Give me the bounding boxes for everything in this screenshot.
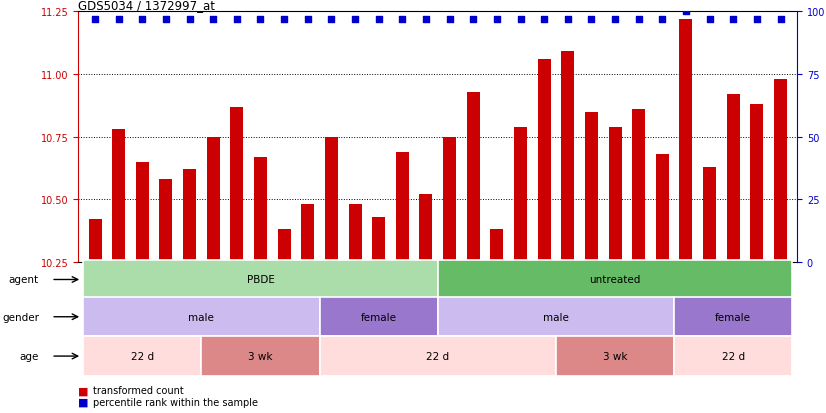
Point xyxy=(538,17,551,23)
Point xyxy=(112,17,126,23)
Bar xyxy=(680,20,692,262)
Bar xyxy=(420,195,433,262)
Bar xyxy=(301,205,314,262)
Point xyxy=(325,17,338,23)
Bar xyxy=(349,205,362,262)
Point xyxy=(135,17,149,23)
Point xyxy=(396,17,409,23)
Point xyxy=(632,17,645,23)
Bar xyxy=(727,95,740,262)
Bar xyxy=(514,127,527,262)
Point xyxy=(774,17,787,23)
Bar xyxy=(467,93,480,262)
Point xyxy=(254,17,267,23)
Point xyxy=(206,17,220,23)
Bar xyxy=(320,297,438,337)
Bar xyxy=(538,60,551,262)
Bar xyxy=(491,230,503,262)
Bar xyxy=(183,170,196,262)
Point xyxy=(420,17,433,23)
Point xyxy=(585,17,598,23)
Text: agent: agent xyxy=(9,275,39,285)
Bar xyxy=(750,105,763,262)
Text: female: female xyxy=(361,312,396,322)
Text: ■: ■ xyxy=(78,385,89,395)
Point xyxy=(443,17,456,23)
Point xyxy=(301,17,315,23)
Point xyxy=(88,17,102,23)
Text: ■: ■ xyxy=(78,397,89,407)
Point xyxy=(561,17,574,23)
Point xyxy=(230,17,244,23)
Point xyxy=(679,9,692,16)
Point xyxy=(491,17,504,23)
Text: male: male xyxy=(188,312,214,322)
Text: 22 d: 22 d xyxy=(426,351,449,361)
Text: untreated: untreated xyxy=(590,275,641,285)
Bar xyxy=(88,220,102,262)
Bar xyxy=(320,337,556,376)
Bar xyxy=(373,217,385,262)
Bar xyxy=(632,110,645,262)
Bar xyxy=(230,107,244,262)
Bar xyxy=(609,127,622,262)
Text: female: female xyxy=(715,312,752,322)
Bar xyxy=(396,152,409,262)
Text: 3 wk: 3 wk xyxy=(249,351,273,361)
Bar xyxy=(774,80,787,262)
Point xyxy=(656,17,669,23)
Point xyxy=(159,17,173,23)
Bar xyxy=(585,112,598,262)
Bar xyxy=(254,157,267,262)
Text: 22 d: 22 d xyxy=(722,351,745,361)
Bar xyxy=(135,162,149,262)
Bar xyxy=(443,137,456,262)
Text: 22 d: 22 d xyxy=(131,351,154,361)
Point xyxy=(750,17,763,23)
Bar xyxy=(325,137,338,262)
Bar xyxy=(83,260,438,299)
Bar xyxy=(83,297,320,337)
Point xyxy=(727,17,740,23)
Point xyxy=(514,17,527,23)
Bar xyxy=(562,52,574,262)
Point xyxy=(278,17,291,23)
Bar xyxy=(438,297,674,337)
Text: male: male xyxy=(543,312,569,322)
Bar xyxy=(556,337,674,376)
Point xyxy=(372,17,385,23)
Text: GDS5034 / 1372997_at: GDS5034 / 1372997_at xyxy=(78,0,216,12)
Text: transformed count: transformed count xyxy=(93,385,184,395)
Text: 3 wk: 3 wk xyxy=(603,351,627,361)
Point xyxy=(349,17,362,23)
Bar xyxy=(438,260,792,299)
Bar xyxy=(202,337,320,376)
Bar xyxy=(159,180,173,262)
Text: gender: gender xyxy=(2,312,39,322)
Point xyxy=(183,17,197,23)
Text: PBDE: PBDE xyxy=(246,275,274,285)
Bar xyxy=(674,337,792,376)
Text: age: age xyxy=(20,351,39,361)
Point xyxy=(703,17,716,23)
Point xyxy=(609,17,622,23)
Text: percentile rank within the sample: percentile rank within the sample xyxy=(93,397,259,407)
Point xyxy=(467,17,480,23)
Bar xyxy=(206,137,220,262)
Bar xyxy=(112,130,126,262)
Bar xyxy=(703,167,716,262)
Bar xyxy=(278,230,291,262)
Bar xyxy=(674,297,792,337)
Bar xyxy=(656,155,669,262)
Bar xyxy=(83,337,202,376)
